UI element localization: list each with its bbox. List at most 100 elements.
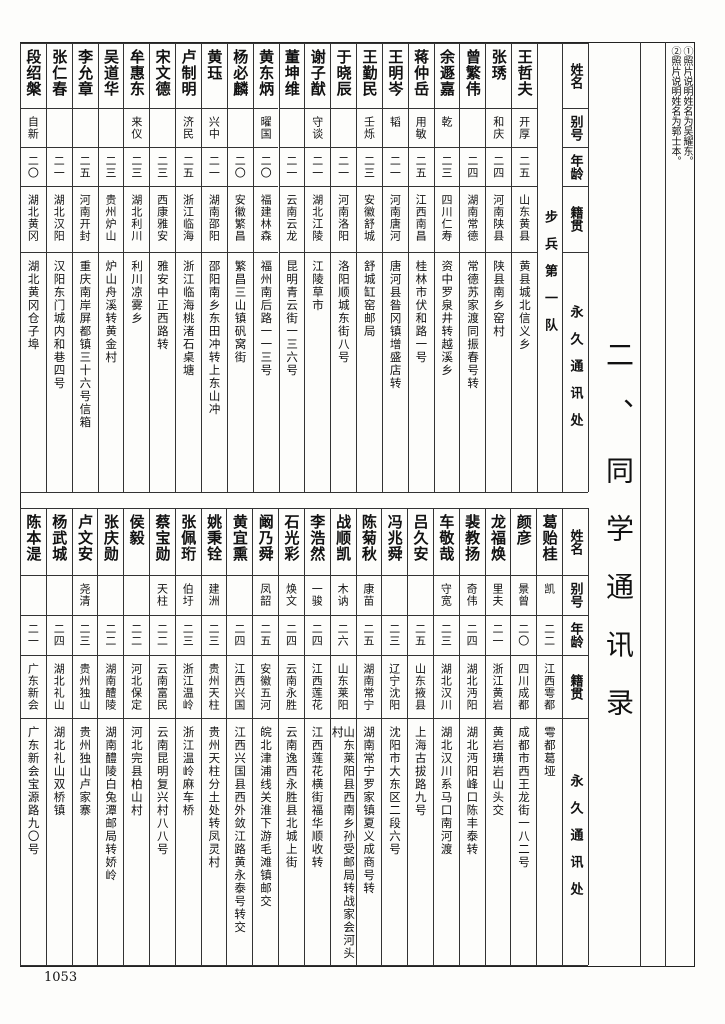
cell-address: 福州南后路一一三号 (259, 260, 274, 377)
cell-alias: 里夫 (490, 583, 504, 607)
cell-divider (381, 186, 408, 187)
cell-name: 侯毅 (127, 514, 146, 546)
cell-divider (97, 615, 124, 616)
cell-address: 贵州独山卢家寨 (78, 726, 93, 817)
cell-age: 二四 (310, 623, 324, 647)
cell-divider (459, 108, 486, 109)
cell-divider (123, 655, 150, 656)
cell-age: 二四 (52, 623, 66, 647)
cell-divider (278, 147, 305, 148)
cell-alias (407, 575, 433, 615)
cell-divider (304, 147, 331, 148)
cell-alias: 守谈 (310, 116, 324, 140)
cell-origin: 河南陕县 (491, 194, 505, 242)
cell-alias: 凤韶 (258, 583, 272, 607)
cell-divider (123, 575, 150, 576)
cell-name: 黄珏 (205, 49, 224, 81)
cell-divider (200, 252, 227, 253)
header-alias: 别号 (567, 582, 583, 608)
row-divider (381, 43, 383, 492)
cell-origin: 湖北利川 (129, 194, 143, 242)
cell-name: 陈菊秋 (359, 514, 378, 562)
cell-divider (149, 615, 175, 616)
cell-divider (303, 718, 330, 719)
cell-address: 炉山舟溪转黄金村 (104, 260, 119, 364)
cell-age: 二〇 (26, 154, 40, 179)
cell-address: 洛阳顺城东街八号 (336, 260, 351, 364)
cell-alias: 天柱 (155, 583, 169, 607)
cell-age: 二一 (388, 154, 402, 179)
cell-name: 车敬哉 (437, 514, 456, 562)
cell-divider (149, 252, 176, 253)
table-right-border (588, 43, 589, 492)
cell-name: 吴道华 (101, 49, 120, 97)
cell-divider (71, 186, 98, 187)
cell-name: 卢文安 (76, 514, 95, 562)
cell-age: 二三 (362, 154, 376, 179)
cell-divider (407, 252, 434, 253)
cell-name: 石光彩 (282, 514, 301, 562)
note-1: ①照片说明姓名为吴耀东。 (681, 46, 692, 166)
cell-origin: 广东新会 (26, 663, 40, 711)
cell-origin: 山东掖县 (413, 663, 427, 711)
cell-alias (227, 108, 253, 147)
cell-name: 董坤维 (282, 49, 301, 97)
cell-divider (175, 186, 201, 187)
cell-divider (458, 615, 485, 616)
cell-origin: 山东莱阳 (336, 663, 350, 711)
cell-divider (459, 252, 486, 253)
cell-divider (432, 575, 459, 576)
cell-origin: 云南永胜 (284, 663, 298, 711)
cell-age: 二四 (465, 154, 479, 179)
row-divider (329, 508, 331, 965)
cell-address: 云南昆明复兴村八八号 (155, 726, 170, 856)
cell-divider (123, 252, 150, 253)
cell-alias (381, 575, 407, 615)
cell-name: 张佩珩 (179, 514, 198, 562)
cell-age: 二三 (129, 154, 143, 179)
cell-name: 张琇 (489, 49, 508, 81)
row-divider (355, 508, 357, 965)
header-address: 永久通讯处 (567, 304, 583, 440)
cell-alias: 木讷 (336, 583, 350, 607)
cell-address: 江陵草市 (311, 260, 326, 312)
cell-divider (433, 108, 460, 109)
cell-divider (45, 147, 72, 148)
cell-age: 二四 (232, 623, 246, 647)
photo-notes: ①照片说明姓名为吴耀东。 ②照片说明姓名为郭士本。 (668, 46, 692, 166)
cell-name: 裴教扬 (463, 514, 482, 562)
cell-age: 二一 (310, 154, 324, 179)
cell-divider (484, 655, 511, 656)
cell-divider (45, 615, 72, 616)
cell-alias (97, 575, 123, 615)
cell-name: 王哲夫 (515, 49, 534, 97)
section-label: 步兵第一队 (542, 210, 557, 346)
cell-origin: 西康雅安 (155, 194, 169, 242)
row-divider (407, 43, 409, 492)
row-divider (97, 508, 99, 965)
cell-divider (97, 718, 124, 719)
cell-address: 湖南醴陵白兔潭邮局转娇岭 (104, 726, 119, 882)
header-age: 年龄 (567, 153, 583, 180)
cell-address: 皖北津浦线关淮下游毛滩镇邮交 (258, 726, 273, 908)
cell-address: 湖北黄冈仓子埠 (26, 260, 41, 351)
cell-divider (329, 655, 356, 656)
cell-alias (98, 108, 124, 147)
cell-divider (407, 575, 433, 576)
cell-divider (252, 655, 279, 656)
row-divider (200, 508, 202, 965)
cell-age: 二二 (155, 623, 169, 647)
cell-divider (20, 147, 46, 148)
table-right-border (588, 508, 589, 965)
cell-divider (329, 615, 356, 616)
cell-address: 湖北礼山双桥镇 (52, 726, 67, 817)
cell-divider (510, 718, 537, 719)
row-divider (303, 508, 305, 965)
cell-divider (356, 108, 382, 109)
cell-origin: 安徽五河 (258, 663, 272, 711)
cell-divider (458, 655, 485, 656)
cell-divider (252, 575, 279, 576)
cell-name: 李浩然 (308, 514, 327, 562)
cell-divider (20, 252, 46, 253)
